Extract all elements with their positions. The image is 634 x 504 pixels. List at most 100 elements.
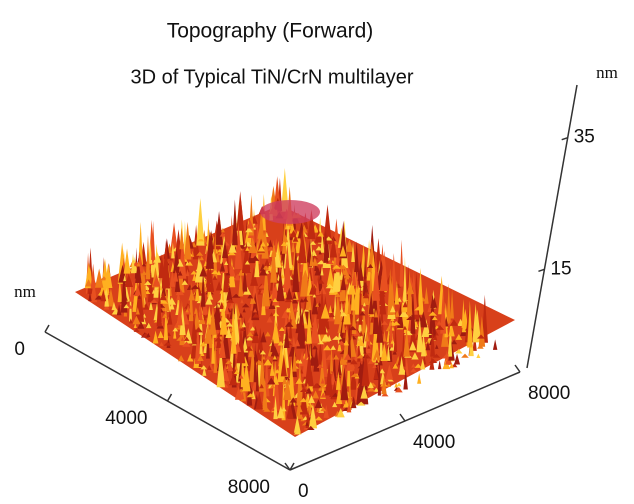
surface-spike <box>162 313 167 318</box>
surface-spike <box>228 374 238 386</box>
surface-spike <box>437 360 442 370</box>
surface-spike <box>292 247 300 293</box>
surface-spike <box>420 358 426 370</box>
surface-spike <box>199 341 207 347</box>
surface-spike <box>399 355 404 371</box>
surface-spike <box>449 362 454 369</box>
surface-spike <box>173 325 177 339</box>
z-unit: nm <box>596 63 618 82</box>
surface-spike <box>432 353 441 358</box>
surface-spike <box>454 353 461 365</box>
surface-spike <box>356 337 365 346</box>
surface-spike <box>216 346 225 388</box>
surface-spike <box>224 304 230 315</box>
surface-spike <box>292 336 296 347</box>
surface-spike <box>260 241 266 247</box>
surface-spike <box>262 377 268 411</box>
surface-spike <box>173 270 179 282</box>
surface-spike <box>360 385 368 399</box>
surface-spike <box>196 198 205 246</box>
surface-spike <box>339 264 347 269</box>
surface-spike <box>226 322 234 327</box>
surface-spike <box>323 344 332 351</box>
surface-spike <box>319 285 327 295</box>
surface-spike <box>325 283 334 289</box>
surface-spike <box>329 235 338 258</box>
surface-spike <box>258 268 268 276</box>
surface-spike <box>226 283 233 301</box>
surface-spike <box>380 342 388 362</box>
surface-spike <box>267 246 275 251</box>
surface-spike <box>244 260 250 265</box>
surface-spike <box>344 325 348 330</box>
surface-spike <box>314 416 323 421</box>
surface-spike <box>430 326 436 357</box>
surface-spike <box>163 341 172 346</box>
surface-spike <box>358 283 362 289</box>
surface-spike <box>176 299 183 326</box>
surface-peak <box>260 200 320 224</box>
surface-spike <box>159 291 167 301</box>
surface-spike <box>292 347 297 372</box>
surface-spike <box>356 401 366 406</box>
surface-spike <box>280 241 288 247</box>
surface-spike <box>152 274 161 287</box>
surface-spike <box>264 331 271 337</box>
surface-spike <box>205 296 213 305</box>
surface-spike <box>90 279 97 303</box>
surface-spike <box>268 299 276 310</box>
surface-spike <box>476 353 481 358</box>
surface-spike <box>335 371 341 390</box>
surface-spike <box>342 399 350 408</box>
surface-spike <box>129 280 136 302</box>
surface-spike <box>448 323 455 337</box>
surface-spike <box>321 332 331 342</box>
surface-spike <box>204 322 213 344</box>
surface-spike <box>280 274 285 279</box>
surface-spike <box>130 253 136 274</box>
surface-spike <box>161 283 167 297</box>
surface-spike <box>416 317 424 353</box>
surface-spike <box>311 293 319 315</box>
surface-spike <box>312 293 316 298</box>
surface-spike <box>260 350 267 355</box>
surface-spike <box>363 349 367 354</box>
surface-spike <box>367 359 374 364</box>
surface-spike <box>149 300 153 310</box>
surface-spike <box>241 303 250 308</box>
surface-spike <box>103 304 110 310</box>
surface-spike <box>306 382 310 389</box>
surface-spike <box>180 336 184 341</box>
surface-spike <box>342 266 349 276</box>
surface-spike <box>323 230 329 263</box>
surface-spike <box>257 245 266 252</box>
surface-spike <box>332 269 337 274</box>
surface-spike <box>379 282 387 315</box>
surface-spike <box>461 353 469 358</box>
x-tick-label: 4000 <box>105 408 147 429</box>
surface-spike <box>410 286 416 334</box>
surface-spike <box>181 280 188 285</box>
surface-spike <box>242 360 251 392</box>
surface-spike <box>318 265 323 291</box>
surface-spike <box>306 306 312 344</box>
surface-spike <box>242 308 246 313</box>
surface-spike <box>454 348 463 354</box>
surface-spike <box>318 250 322 255</box>
surface-spike <box>317 288 327 335</box>
surface-spike <box>292 292 297 299</box>
surface-spike <box>363 291 370 299</box>
surface-spike <box>286 401 294 419</box>
surface-spike <box>385 364 394 380</box>
surface-spike <box>478 316 486 347</box>
surface-spike <box>225 326 232 339</box>
surface-spike <box>219 261 226 272</box>
surface-spike <box>285 287 293 300</box>
surface-spike <box>299 397 308 403</box>
surface-spike <box>350 266 356 311</box>
surface-spike <box>283 377 292 401</box>
surface-spike <box>311 257 318 266</box>
surface-spike <box>372 349 381 361</box>
surface-spike <box>214 336 223 342</box>
surface-spike <box>199 256 204 261</box>
